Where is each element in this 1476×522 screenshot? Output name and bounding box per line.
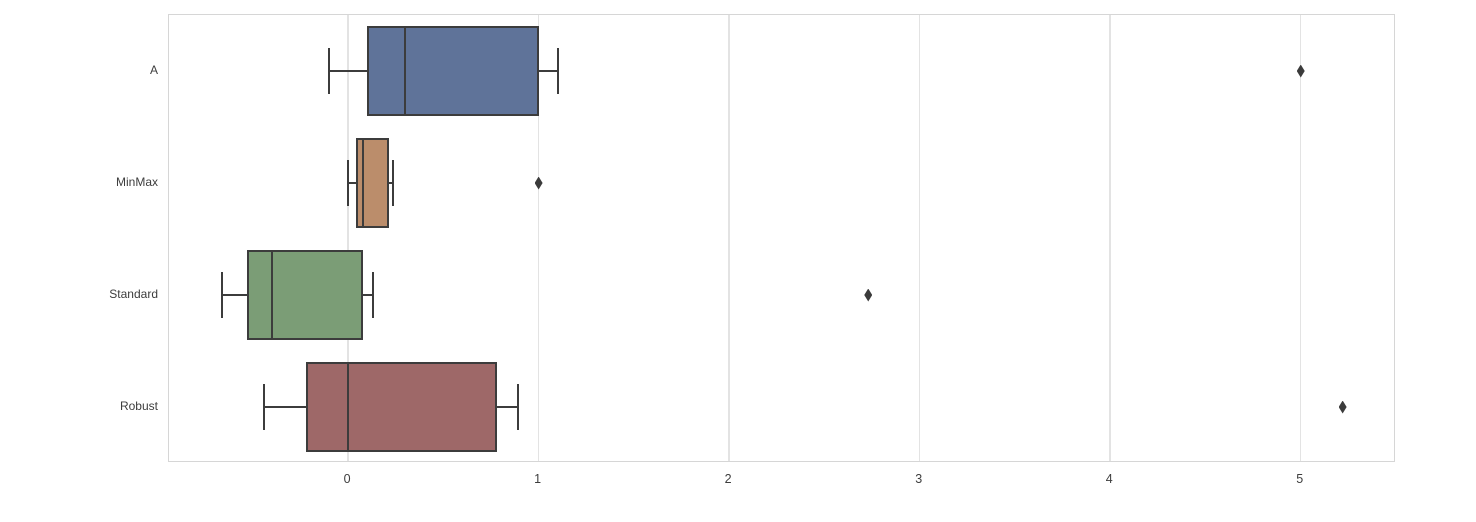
whisker-low-line (329, 70, 368, 72)
whisker-cap-high (556, 48, 559, 94)
box-Robust (306, 362, 497, 452)
whisker-cap-low (347, 160, 350, 206)
outlier-diamond-MinMax (534, 176, 543, 190)
whisker-high-line (389, 182, 393, 184)
gridline-3 (918, 15, 921, 461)
y-tick-label-A: A (149, 63, 158, 77)
whisker-high-line (496, 406, 518, 408)
median-line-Robust (347, 364, 350, 450)
box-Standard (247, 250, 364, 340)
x-tick-label-4: 4 (1105, 472, 1113, 486)
whisker-cap-high (371, 272, 374, 318)
gridline-5 (1299, 15, 1302, 461)
whisker-cap-low (328, 48, 331, 94)
gridline-0 (347, 15, 349, 461)
y-tick-label-Robust: Robust (119, 399, 158, 413)
median-line-MinMax (361, 140, 364, 226)
x-tick-label-2: 2 (724, 472, 732, 486)
whisker-high-line (538, 70, 558, 72)
median-line-A (404, 28, 407, 114)
whisker-cap-low (263, 384, 266, 430)
x-tick-label-5: 5 (1296, 472, 1304, 486)
median-line-Standard (270, 252, 273, 338)
whisker-cap-high (391, 160, 394, 206)
plot-area (168, 14, 1395, 462)
x-tick-label-3: 3 (915, 472, 923, 486)
y-tick-label-MinMax: MinMax (115, 175, 158, 189)
gridline-1 (537, 15, 540, 461)
whisker-cap-high (516, 384, 519, 430)
outlier-diamond-A (1296, 64, 1305, 78)
outlier-diamond-Robust (1338, 400, 1347, 414)
gridline-2 (728, 15, 730, 461)
whisker-low-line (264, 406, 307, 408)
whisker-low-line (222, 294, 248, 296)
x-tick-label-0: 0 (343, 472, 351, 486)
whisker-high-line (363, 294, 373, 296)
outlier-diamond-Standard (864, 288, 873, 302)
whisker-low-line (348, 182, 356, 184)
whisker-cap-low (221, 272, 224, 318)
box-A (367, 26, 539, 116)
x-tick-label-1: 1 (534, 472, 542, 486)
y-tick-label-Standard: Standard (109, 287, 158, 301)
gridline-4 (1109, 15, 1111, 461)
box-MinMax (355, 138, 390, 228)
